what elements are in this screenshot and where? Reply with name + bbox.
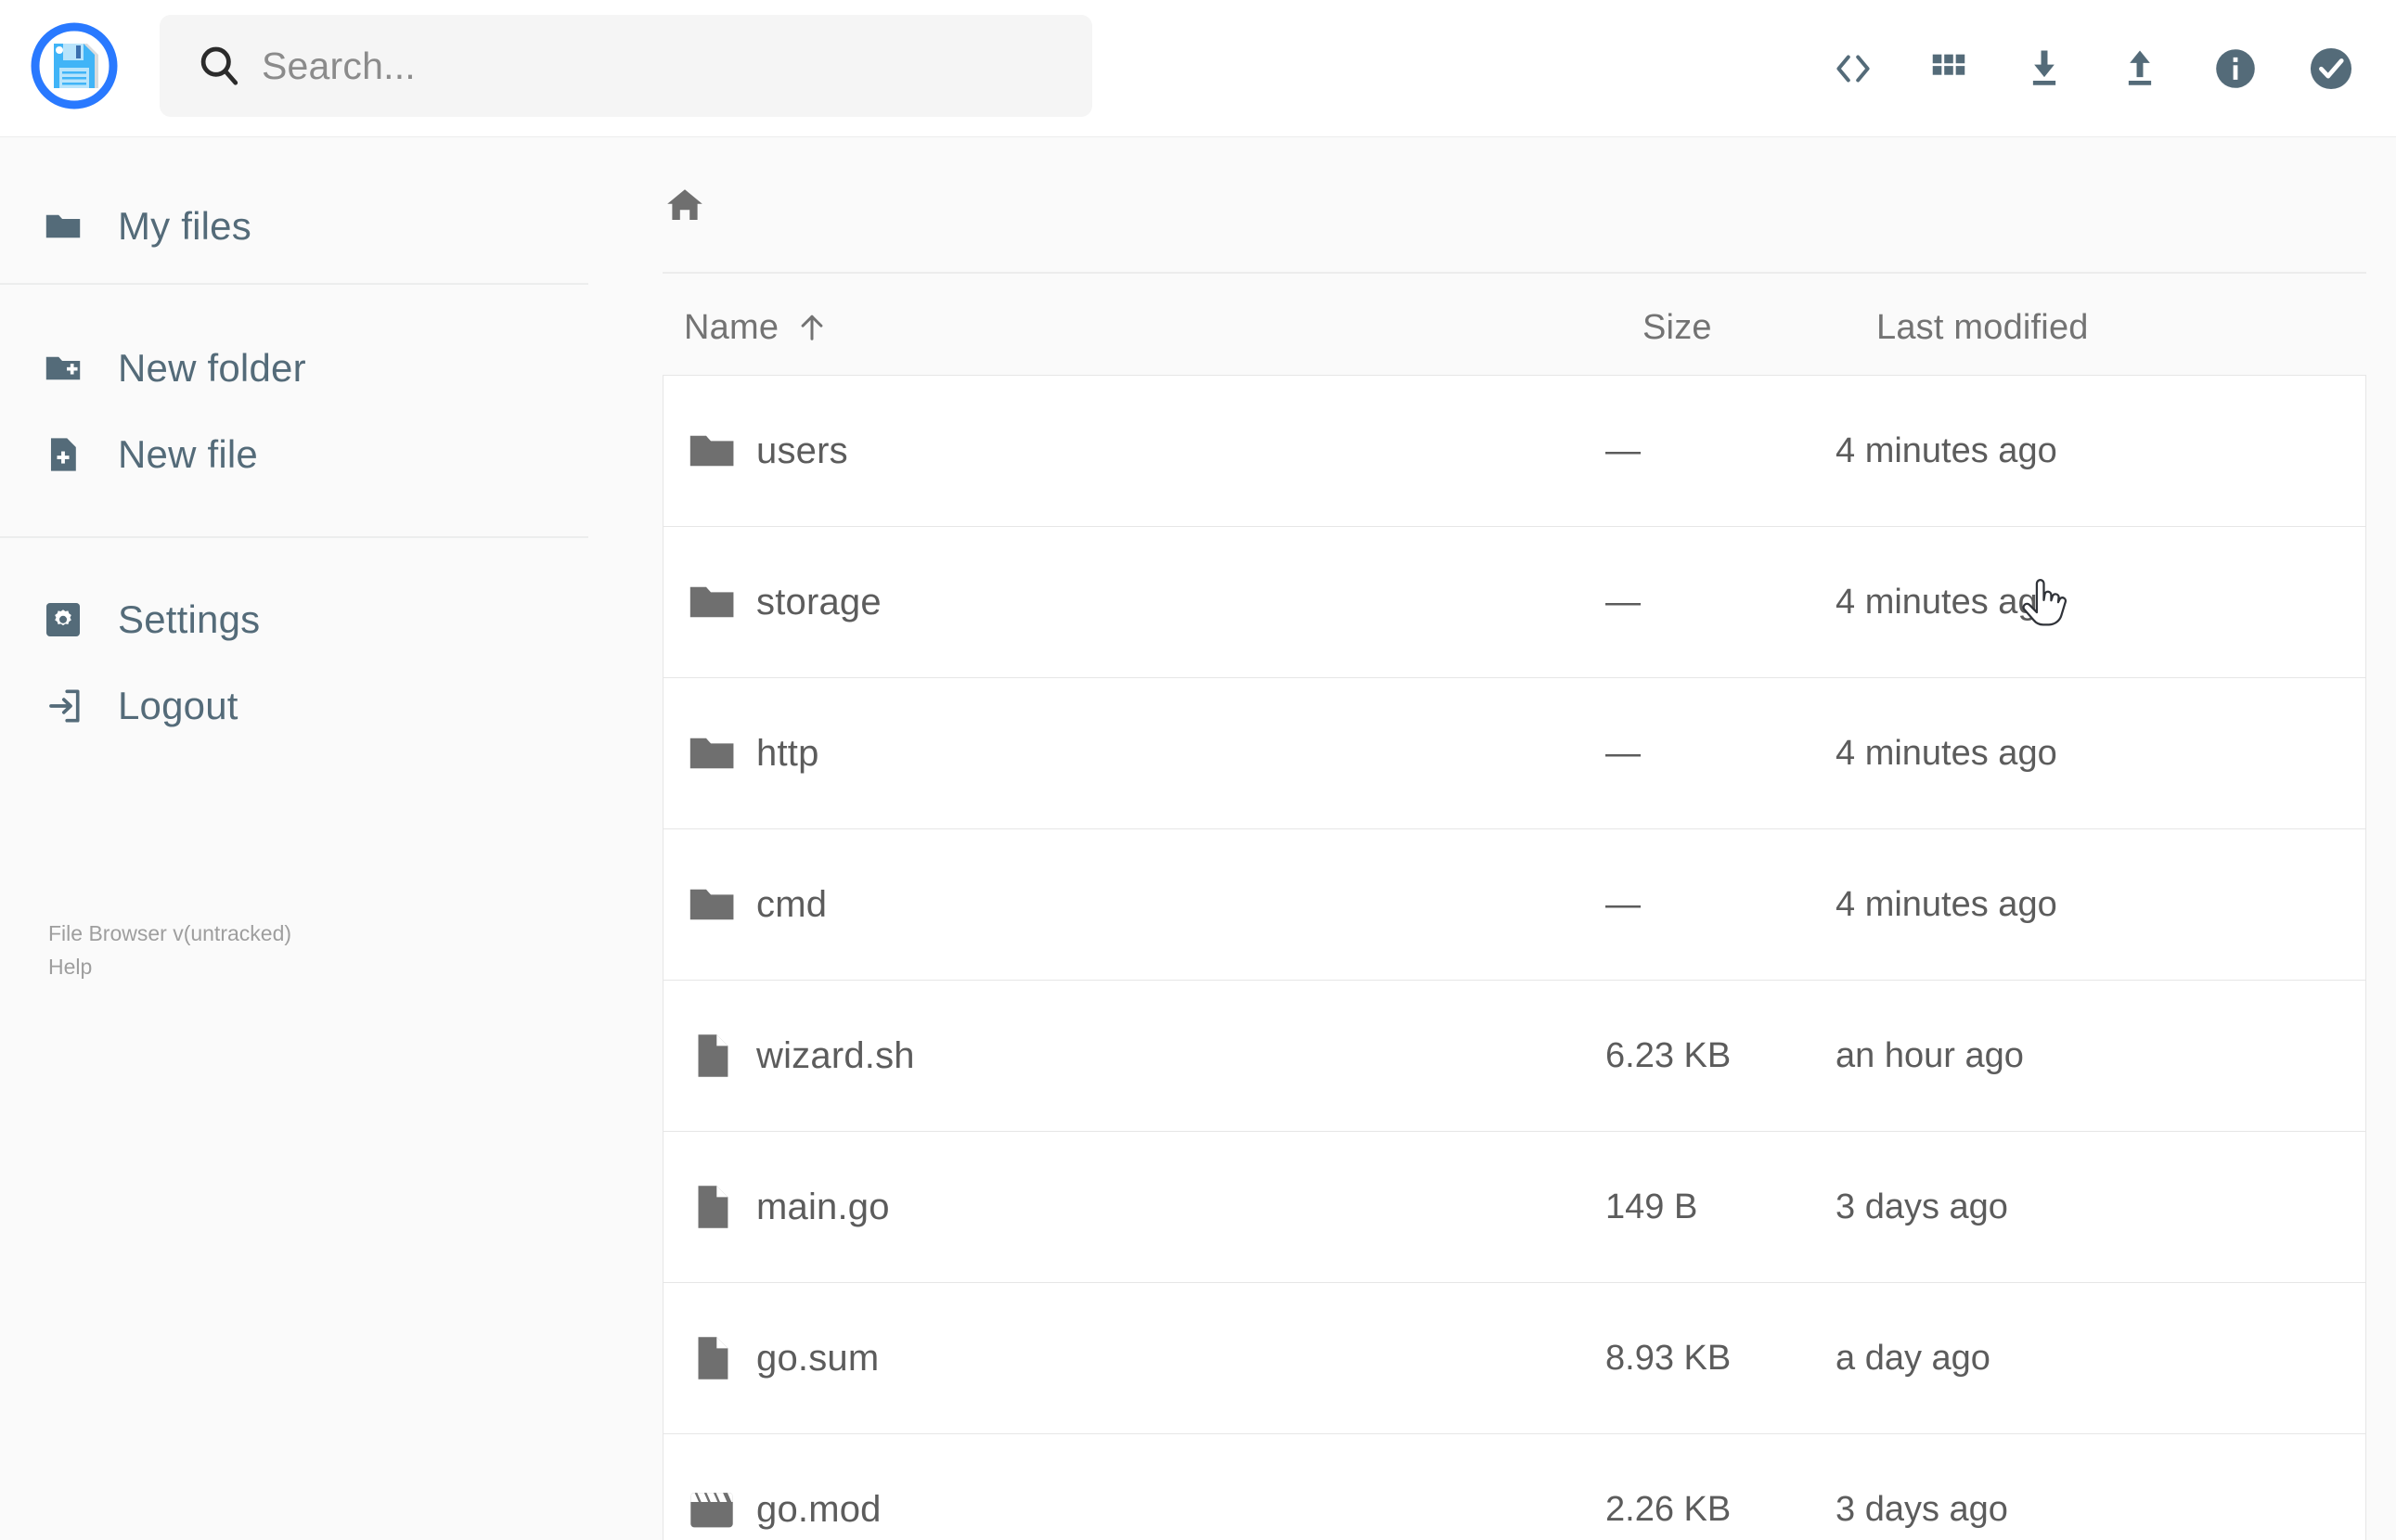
sidebar-item-label: Settings	[118, 597, 261, 641]
home-icon[interactable]	[663, 183, 707, 227]
search-input[interactable]: Search...	[160, 15, 1092, 117]
table-row[interactable]: main.go 149 B 3 days ago	[663, 1132, 2365, 1283]
file-modified: 3 days ago	[1836, 1187, 2008, 1226]
file-size: —	[1605, 583, 1641, 622]
file-size: 2.26 KB	[1605, 1490, 1732, 1529]
file-modified: 4 minutes ago	[1836, 583, 2057, 622]
folder-icon	[41, 204, 85, 249]
sidebar-item-label: New file	[118, 431, 258, 476]
column-header-modified[interactable]: Last modified	[1876, 308, 2089, 347]
search-placeholder: Search...	[262, 44, 416, 87]
table-row[interactable]: wizard.sh 6.23 KB an hour ago	[663, 981, 2365, 1132]
logout-icon	[41, 684, 85, 728]
column-header-name-label: Name	[684, 308, 779, 347]
version-label[interactable]: File Browser v(untracked)	[48, 921, 292, 945]
file-name: storage	[756, 582, 882, 622]
code-brackets-icon[interactable]	[1827, 43, 1879, 95]
breadcrumb	[663, 168, 707, 242]
table-row[interactable]: storage — 4 minutes ago	[663, 527, 2365, 678]
sidebar: My files New folder New file	[0, 138, 588, 1540]
file-size: —	[1605, 734, 1641, 773]
file-modified: an hour ago	[1836, 1036, 2024, 1075]
sidebar-item-logout[interactable]: Logout	[0, 662, 588, 749]
file-name: cmd	[756, 884, 828, 925]
check-circle-icon[interactable]	[2305, 43, 2357, 95]
file-plus-icon	[41, 432, 85, 477]
table-row[interactable]: http — 4 minutes ago	[663, 678, 2365, 829]
search-icon	[195, 42, 243, 90]
movie-icon	[684, 1477, 740, 1540]
file-name: users	[756, 430, 848, 471]
file-name: http	[756, 733, 819, 774]
file-icon	[684, 1023, 740, 1088]
file-list: users — 4 minutes ago storage — 4 minutes ago…	[663, 375, 2366, 1540]
file-name: go.mod	[756, 1489, 882, 1530]
file-modified: 4 minutes ago	[1836, 431, 2057, 470]
file-modified: 3 days ago	[1836, 1490, 2008, 1529]
column-header-name[interactable]: Name	[684, 310, 829, 345]
file-name: main.go	[756, 1187, 890, 1227]
folder-icon	[684, 872, 740, 937]
folder-icon	[684, 570, 740, 635]
grid-view-icon[interactable]	[1923, 43, 1975, 95]
sidebar-group-files: My files	[0, 138, 588, 283]
sidebar-item-new-folder[interactable]: New folder	[0, 325, 588, 411]
sidebar-item-settings[interactable]: Settings	[0, 576, 588, 662]
download-icon[interactable]	[2018, 43, 2070, 95]
sidebar-item-label: New folder	[118, 345, 306, 390]
file-icon	[684, 1326, 740, 1391]
breadcrumb-divider	[663, 272, 2366, 274]
file-size: 6.23 KB	[1605, 1036, 1732, 1075]
table-row[interactable]: cmd — 4 minutes ago	[663, 829, 2365, 981]
file-size: —	[1605, 431, 1641, 470]
table-header: Name Size Last modified	[663, 287, 2366, 368]
toolbar-actions	[1827, 0, 2357, 137]
sidebar-item-label: My files	[118, 203, 251, 248]
sidebar-credits: File Browser v(untracked) Help	[48, 918, 291, 983]
file-size: 149 B	[1605, 1187, 1698, 1226]
folder-icon	[684, 721, 740, 786]
sidebar-item-label: Logout	[118, 683, 238, 727]
help-link[interactable]: Help	[48, 954, 93, 979]
file-icon	[684, 1174, 740, 1239]
gear-icon	[41, 597, 85, 642]
column-header-size[interactable]: Size	[1642, 308, 1712, 347]
sidebar-item-new-file[interactable]: New file	[0, 411, 588, 497]
table-row[interactable]: users — 4 minutes ago	[663, 376, 2365, 527]
sidebar-group-account: Settings Logout	[0, 536, 588, 776]
app-logo[interactable]	[23, 15, 125, 117]
top-bar: Search...	[0, 0, 2396, 137]
arrow-up-icon	[795, 310, 829, 345]
file-name: go.sum	[756, 1338, 880, 1379]
table-row[interactable]: go.mod 2.26 KB 3 days ago	[663, 1434, 2365, 1540]
file-modified: 4 minutes ago	[1836, 885, 2057, 924]
file-name: wizard.sh	[756, 1035, 915, 1076]
main-content: Name Size Last modified users — 4 minutes …	[589, 138, 2396, 1540]
file-size: —	[1605, 885, 1641, 924]
sidebar-group-create: New folder New file	[0, 283, 588, 536]
folder-plus-icon	[41, 346, 85, 391]
sidebar-item-my-files[interactable]: My files	[0, 183, 588, 269]
upload-icon[interactable]	[2114, 43, 2166, 95]
file-modified: 4 minutes ago	[1836, 734, 2057, 773]
folder-icon	[684, 418, 740, 483]
file-size: 8.93 KB	[1605, 1339, 1732, 1378]
file-modified: a day ago	[1836, 1339, 1990, 1378]
table-row[interactable]: go.sum 8.93 KB a day ago	[663, 1283, 2365, 1434]
info-icon[interactable]	[2209, 43, 2261, 95]
floppy-disk-logo-icon	[31, 22, 118, 109]
